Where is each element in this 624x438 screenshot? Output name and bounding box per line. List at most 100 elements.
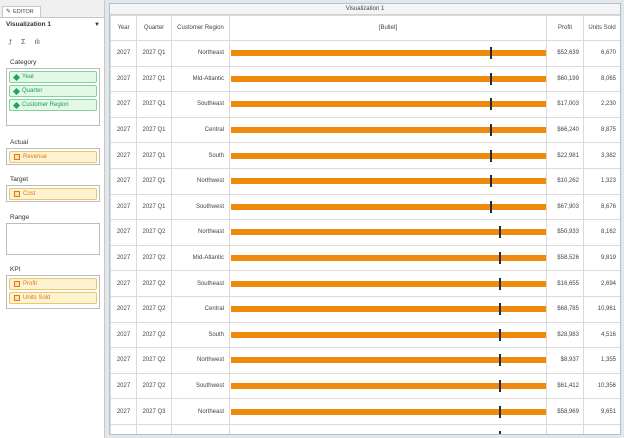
- bullet-actual-bar[interactable]: [231, 152, 546, 159]
- cell-units-sold: 11,705: [583, 423, 620, 434]
- bullet-actual-bar[interactable]: [231, 280, 546, 287]
- pill-profit[interactable]: Profit: [9, 278, 97, 290]
- bullet-target-marker[interactable]: [499, 226, 502, 239]
- bullet-actual-bar[interactable]: [231, 178, 546, 185]
- column-header-units-sold[interactable]: Units Sold: [583, 15, 620, 41]
- cell-customer-region: Southeast: [171, 270, 230, 297]
- table-row[interactable]: 2027 2027 Q2 South $28,983 4,516: [110, 321, 620, 349]
- cell-profit: $16,655: [546, 270, 584, 297]
- cell-quarter: 2027 Q2: [136, 321, 172, 349]
- cell-units-sold: 8,065: [583, 65, 620, 93]
- pill-customer-region[interactable]: Customer Region: [9, 99, 97, 111]
- chart-options-icon[interactable]: ılı: [34, 39, 40, 46]
- bullet-actual-bar[interactable]: [231, 229, 546, 236]
- bullet-target-marker[interactable]: [499, 405, 502, 418]
- cell-units-sold: 10,961: [583, 295, 620, 323]
- bullet-actual-bar[interactable]: [231, 127, 546, 134]
- bullet-target-marker[interactable]: [489, 175, 492, 188]
- table-row[interactable]: 2027 2027 Q1 Northwest $10,262 1,323: [110, 167, 620, 195]
- pill-year[interactable]: Year: [9, 71, 97, 83]
- pill-cost[interactable]: Cost: [9, 188, 97, 200]
- bullet-actual-bar[interactable]: [231, 357, 546, 364]
- column-header-profit[interactable]: Profit: [546, 15, 584, 41]
- cell-year: 2027: [110, 142, 137, 169]
- cell-units-sold: 9,651: [583, 398, 620, 425]
- table-row[interactable]: 2027 2027 Q1 Northeast $52,639 6,670: [110, 40, 620, 67]
- bullet-actual-bar[interactable]: [231, 50, 546, 57]
- bullet-target-marker[interactable]: [499, 328, 502, 341]
- kpi-well[interactable]: Profit Units Sold: [6, 275, 100, 309]
- table-row[interactable]: 2027 2027 Q2 Southeast $16,655 2,694: [110, 270, 620, 297]
- bullet-target-marker[interactable]: [489, 72, 492, 85]
- cell-units-sold: 6,670: [583, 40, 620, 67]
- table-row[interactable]: 2027 2027 Q2 Northeast $50,933 8,162: [110, 219, 620, 246]
- bullet-actual-bar[interactable]: [231, 306, 546, 313]
- cell-profit: $10,262: [546, 167, 584, 195]
- sigma-icon[interactable]: Σ: [21, 39, 26, 46]
- bullet-actual-bar[interactable]: [231, 75, 546, 82]
- cell-quarter: 2027 Q2: [136, 372, 172, 400]
- column-header-customer-region[interactable]: Customer Region: [171, 15, 230, 41]
- actual-well[interactable]: Revenue: [6, 148, 100, 165]
- table-row[interactable]: 2027 2027 Q1 Mid-Atlantic $60,199 8,065: [110, 65, 620, 93]
- pill-revenue[interactable]: Revenue: [9, 151, 97, 163]
- table-row[interactable]: 2027 2027 Q2 Southwest $61,412 10,356: [110, 372, 620, 400]
- bullet-target-marker[interactable]: [499, 354, 502, 367]
- bullet-actual-bar[interactable]: [231, 383, 546, 390]
- column-header-bullet[interactable]: [Bullet]: [229, 15, 547, 41]
- cell-year: 2027: [110, 219, 137, 246]
- bullet-target-marker[interactable]: [489, 124, 492, 137]
- bullet-table-container[interactable]: Year Quarter Customer Region [Bullet] Pr…: [110, 15, 620, 434]
- pill-quarter[interactable]: Quarter: [9, 85, 97, 97]
- bullet-target-marker[interactable]: [499, 252, 502, 265]
- cell-bullet: [229, 142, 547, 169]
- cell-bullet: [229, 167, 547, 195]
- editor-tab[interactable]: ✎ EDITOR: [2, 6, 41, 17]
- category-icon: [12, 101, 21, 109]
- cell-customer-region: Mid-Atlantic: [171, 65, 230, 93]
- cell-quarter: 2027 Q1: [136, 91, 172, 118]
- cell-units-sold: 2,230: [583, 91, 620, 118]
- visualization-selector[interactable]: Visualization 1 ▼: [6, 21, 100, 31]
- bullet-actual-bar[interactable]: [231, 255, 546, 262]
- table-row[interactable]: 2027 2027 Q1 Southeast $17,003 2,230: [110, 91, 620, 118]
- table-row[interactable]: 2027 2027 Q2 Central $68,785 10,961: [110, 295, 620, 323]
- table-row[interactable]: 2027 2027 Q2 Northwest $8,937 1,355: [110, 347, 620, 374]
- category-label: Category: [10, 59, 37, 66]
- cell-profit: $61,412: [546, 372, 584, 400]
- range-well[interactable]: [6, 223, 100, 255]
- table-row[interactable]: 2027 2027 Q1 South $22,981 3,382: [110, 142, 620, 169]
- bullet-target-marker[interactable]: [499, 431, 502, 434]
- table-row[interactable]: 2027 2027 Q1 Central $66,240 8,875: [110, 116, 620, 144]
- cell-units-sold: 4,516: [583, 321, 620, 349]
- cell-customer-region: Central: [171, 295, 230, 323]
- visualization-frame: Visualization 1 Year Quarter Customer Re…: [109, 3, 621, 435]
- cell-quarter: 2027 Q1: [136, 65, 172, 93]
- bullet-actual-bar[interactable]: [231, 101, 546, 108]
- swap-axes-icon[interactable]: ⮥: [8, 39, 13, 46]
- cell-bullet: [229, 91, 547, 118]
- bullet-target-marker[interactable]: [489, 149, 492, 162]
- bullet-target-marker[interactable]: [489, 98, 492, 111]
- cell-year: 2027: [110, 116, 137, 144]
- table-row[interactable]: 2027 2027 Q2 Mid-Atlantic $58,526 9,819: [110, 244, 620, 272]
- column-header-quarter[interactable]: Quarter: [136, 15, 172, 41]
- target-well[interactable]: Cost: [6, 185, 100, 202]
- table-row[interactable]: 2027 2027 Q3 Northeast $58,969 9,651: [110, 398, 620, 425]
- category-well[interactable]: Year Quarter Customer Region: [6, 68, 100, 126]
- cell-customer-region: Northwest: [171, 347, 230, 374]
- bullet-target-marker[interactable]: [499, 277, 502, 290]
- bullet-target-marker[interactable]: [489, 200, 492, 213]
- bullet-target-marker[interactable]: [499, 380, 502, 393]
- column-header-year[interactable]: Year: [110, 15, 137, 41]
- bullet-target-marker[interactable]: [489, 47, 492, 60]
- bullet-actual-bar[interactable]: [231, 408, 546, 415]
- pill-units-sold[interactable]: Units Sold: [9, 292, 97, 304]
- bullet-actual-bar[interactable]: [231, 331, 546, 338]
- bullet-target-marker[interactable]: [499, 303, 502, 316]
- bullet-actual-bar[interactable]: [231, 203, 546, 210]
- cell-year: 2027: [110, 372, 137, 400]
- table-row[interactable]: 2027 2027 Q1 Southwest $67,903 8,676: [110, 193, 620, 221]
- table-header-row: Year Quarter Customer Region [Bullet] Pr…: [110, 15, 620, 41]
